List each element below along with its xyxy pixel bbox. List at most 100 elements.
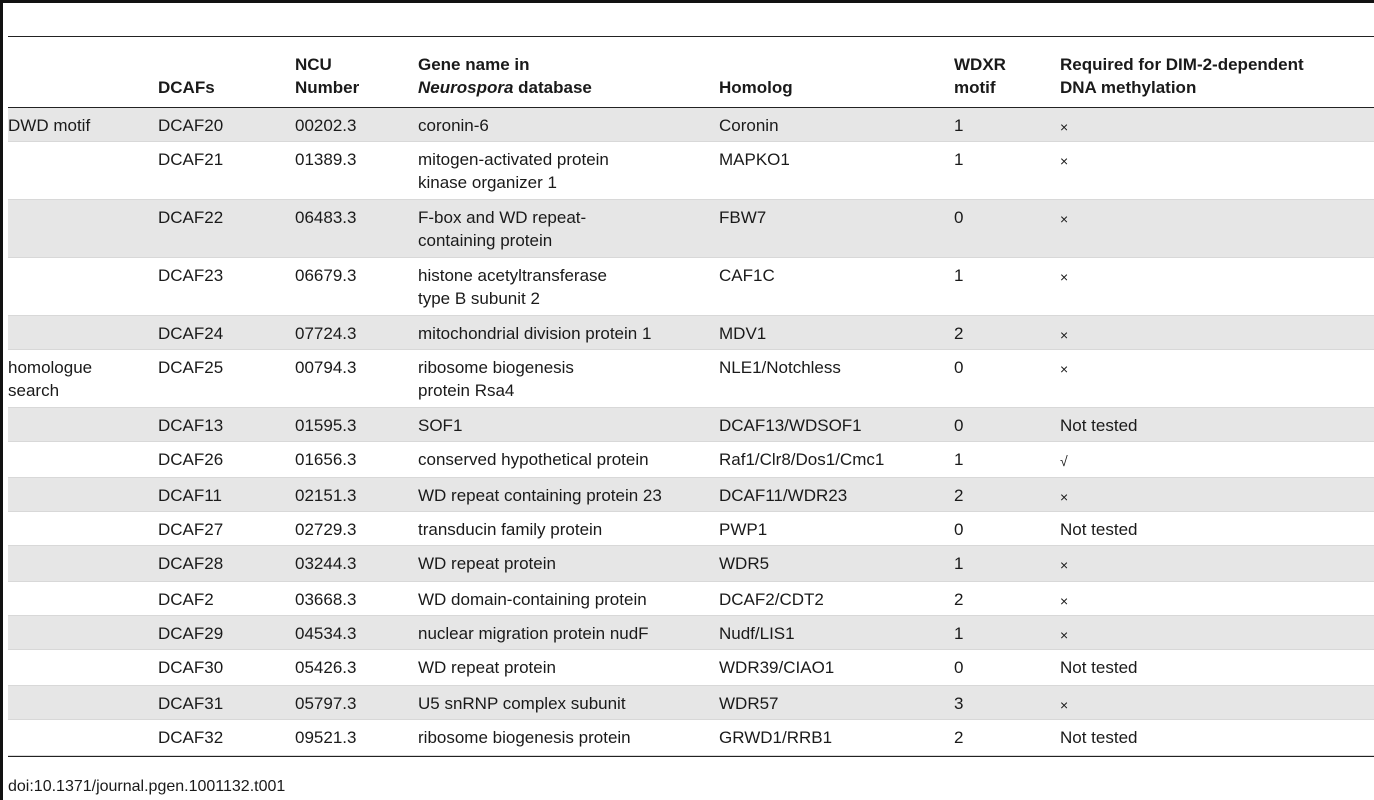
row-wdxr: 0 xyxy=(954,658,964,677)
row-required: × xyxy=(1060,697,1069,713)
row-homolog: FBW7 xyxy=(719,208,767,227)
row-ncu: 09521.3 xyxy=(295,728,357,747)
header-required-line2: DNA methylation xyxy=(1060,78,1197,97)
row-group xyxy=(8,616,158,649)
row-wdxr: 2 xyxy=(954,590,964,609)
row-dcaf: DCAF32 xyxy=(158,728,224,747)
row-ncu: 05426.3 xyxy=(295,658,357,677)
row-dcaf: DCAF29 xyxy=(158,624,224,643)
row-gene: conserved hypothetical protein xyxy=(418,450,649,469)
header-gene-line2: Neurospora database xyxy=(418,76,719,99)
table-row: DCAF11 02151.3 WD repeat containing protei… xyxy=(8,478,1374,512)
table-row: DCAF22 06483.3 F-box and WD repeat-contain… xyxy=(8,200,1374,258)
row-homolog: GRWD1/RRB1 xyxy=(719,728,833,747)
header-dcafs: DCAFs xyxy=(158,78,215,97)
row-required: × xyxy=(1060,557,1069,573)
row-dcaf: DCAF13 xyxy=(158,416,224,435)
row-ncu: 05797.3 xyxy=(295,694,357,713)
header-bottom-rule xyxy=(8,107,1374,108)
header-gene-rest: database xyxy=(513,78,592,97)
row-group xyxy=(8,258,158,315)
row-required: Not tested xyxy=(1060,728,1138,747)
doi-caption: doi:10.1371/journal.pgen.1001132.t001 xyxy=(8,778,286,795)
table-row: DCAF30 05426.3 WD repeat protein WDR39/CIAO… xyxy=(8,650,1374,686)
row-group xyxy=(8,686,158,719)
row-homolog: Nudf/LIS1 xyxy=(719,624,795,643)
row-homolog: PWP1 xyxy=(719,520,768,539)
row-wdxr: 0 xyxy=(954,416,964,435)
row-required: Not tested xyxy=(1060,416,1138,435)
table-row: DCAF32 09521.3 ribosome biogenesis protein… xyxy=(8,720,1374,756)
row-homolog: WDR57 xyxy=(719,694,779,713)
row-dcaf: DCAF20 xyxy=(158,116,224,135)
row-group xyxy=(8,582,158,615)
row-ncu: 01595.3 xyxy=(295,416,357,435)
row-group xyxy=(8,200,158,257)
row-ncu: 04534.3 xyxy=(295,624,357,643)
row-dcaf: DCAF22 xyxy=(158,208,224,227)
header-gene-line1: Gene name in xyxy=(418,55,530,74)
row-dcaf: DCAF23 xyxy=(158,266,224,285)
left-border xyxy=(0,0,3,800)
header-group xyxy=(8,93,158,107)
row-homolog: MDV1 xyxy=(719,324,767,343)
header-gene-name: Gene name in Neurospora database xyxy=(418,47,719,107)
row-ncu: 01389.3 xyxy=(295,150,357,169)
row-wdxr: 2 xyxy=(954,728,964,747)
row-dcaf: DCAF26 xyxy=(158,450,224,469)
row-homolog: CAF1C xyxy=(719,266,775,285)
row-wdxr: 1 xyxy=(954,450,964,469)
row-group: homologue search xyxy=(8,358,93,400)
row-gene: F-box and WD repeat-containing protein xyxy=(418,208,587,250)
row-wdxr: 1 xyxy=(954,116,964,135)
row-group xyxy=(8,478,158,511)
table-top-rule xyxy=(8,36,1374,37)
row-wdxr: 0 xyxy=(954,208,964,227)
row-dcaf: DCAF11 xyxy=(158,486,222,505)
header-ncu-number: NCU Number xyxy=(295,47,418,107)
header-ncu-line2: Number xyxy=(295,78,360,97)
row-gene: WD repeat containing protein 23 xyxy=(418,486,662,505)
table-row: homologue search DCAF25 00794.3 ribosome bi… xyxy=(8,350,1374,408)
row-ncu: 01656.3 xyxy=(295,450,357,469)
row-wdxr: 1 xyxy=(954,624,964,643)
row-dcaf: DCAF28 xyxy=(158,554,224,573)
row-wdxr: 3 xyxy=(954,694,964,713)
row-gene: U5 snRNP complex subunit xyxy=(418,694,626,713)
row-gene: nuclear migration protein nudF xyxy=(418,624,649,643)
table-row: DCAF2 03668.3 WD domain-containing protein… xyxy=(8,582,1374,616)
header-wdxr-line1: WDXR xyxy=(954,55,1006,74)
row-homolog: WDR39/CIAO1 xyxy=(719,658,835,677)
row-required: × xyxy=(1060,361,1069,377)
row-dcaf: DCAF21 xyxy=(158,150,224,169)
row-wdxr: 0 xyxy=(954,358,964,377)
table-row: DCAF23 06679.3 histone acetyltransferase t… xyxy=(8,258,1374,316)
row-required: × xyxy=(1060,119,1069,135)
row-ncu: 02729.3 xyxy=(295,520,357,539)
table-row: DCAF26 01656.3 conserved hypothetical prot… xyxy=(8,442,1374,478)
row-group xyxy=(8,512,158,545)
table-row: DCAF31 05797.3 U5 snRNP complex subunit WDR… xyxy=(8,686,1374,720)
row-gene: WD repeat protein xyxy=(418,554,556,573)
row-wdxr: 1 xyxy=(954,554,964,573)
row-required: × xyxy=(1060,211,1069,227)
table-row: DCAF28 03244.3 WD repeat protein WDR5 1 × xyxy=(8,546,1374,582)
row-homolog: DCAF13/WDSOF1 xyxy=(719,416,862,435)
row-required: × xyxy=(1060,627,1069,643)
row-ncu: 06483.3 xyxy=(295,208,357,227)
row-ncu: 07724.3 xyxy=(295,324,357,343)
row-homolog: WDR5 xyxy=(719,554,770,573)
table-body: DWD motif DCAF20 00202.3 coronin-6 Coronin 1 ×… xyxy=(8,108,1374,756)
row-group xyxy=(8,442,158,477)
row-wdxr: 0 xyxy=(954,520,964,539)
header-wdxr-motif: WDXR motif xyxy=(954,47,1060,107)
table-row: DCAF27 02729.3 transducin family protein PW… xyxy=(8,512,1374,546)
row-ncu: 02151.3 xyxy=(295,486,357,505)
row-gene: histone acetyltransferase type B subunit… xyxy=(418,266,607,308)
row-dcaf: DCAF25 xyxy=(158,358,224,377)
row-group xyxy=(8,546,158,581)
table-row: DCAF29 04534.3 nuclear migration protein n… xyxy=(8,616,1374,650)
row-gene: mitogen-activated protein kinase organiz… xyxy=(418,150,609,192)
row-ncu: 03668.3 xyxy=(295,590,357,609)
row-group: DWD motif xyxy=(8,116,91,135)
